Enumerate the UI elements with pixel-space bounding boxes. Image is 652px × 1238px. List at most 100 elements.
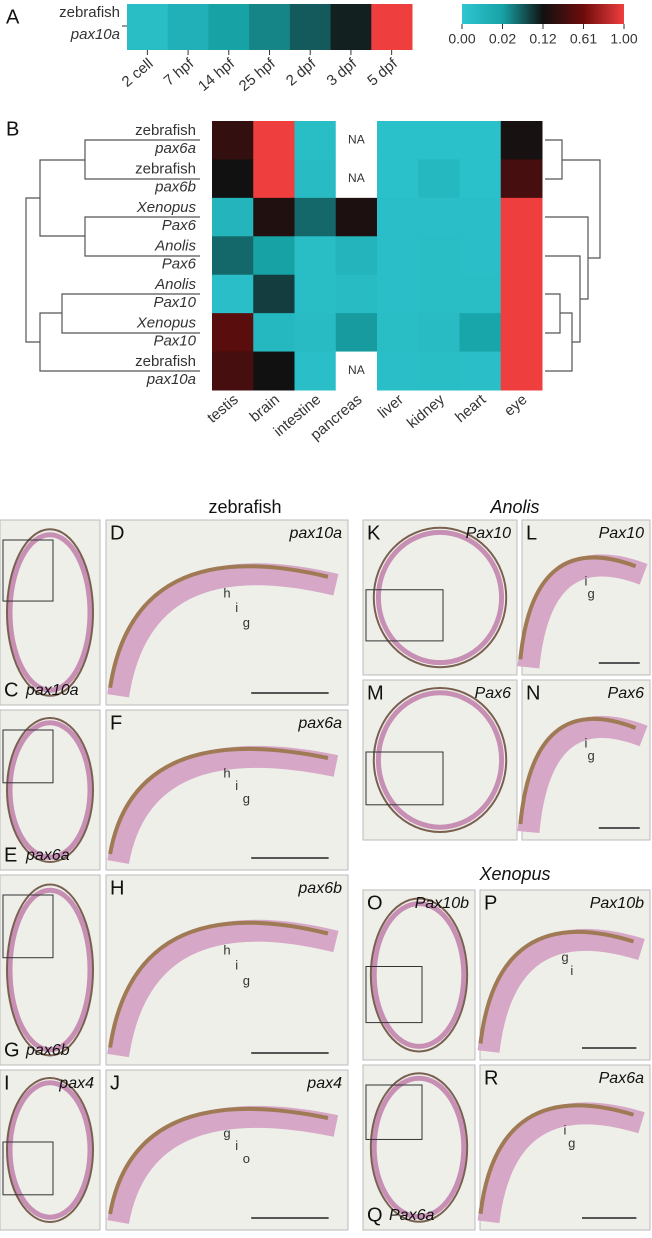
inset-box — [2, 1141, 54, 1196]
layer-label: g — [588, 748, 595, 763]
pigment-layer — [108, 920, 329, 1048]
heat-cell — [335, 197, 378, 237]
eye-outline — [371, 1075, 467, 1220]
heat-cell — [377, 197, 419, 237]
colorbar-tick-label: 0.12 — [529, 31, 556, 47]
heat-cell — [335, 236, 378, 276]
gene-label: pax6a — [25, 847, 70, 864]
heat-cell — [208, 4, 250, 50]
eye-rim — [6, 717, 94, 863]
heat-cell — [253, 351, 295, 391]
heat-cell — [249, 4, 291, 50]
heat-cell — [212, 121, 254, 160]
retina-layer — [517, 554, 648, 669]
row-label: Anolis — [154, 276, 196, 293]
retina-layer — [107, 1105, 339, 1225]
heat-cell — [377, 274, 419, 314]
eye-rim — [372, 526, 508, 669]
pigment-layer — [108, 1106, 329, 1215]
micrograph: K Pax10 — [362, 519, 518, 676]
gene-label: Pax6a — [389, 1207, 434, 1224]
panel-letter: R — [484, 1067, 498, 1089]
col-label: 3 dpf — [324, 55, 361, 90]
section-heading: Xenopus — [478, 864, 550, 884]
panel-letter: Q — [367, 1204, 383, 1226]
inset-box — [2, 729, 54, 784]
heat-cell — [253, 313, 295, 353]
heat-cell — [253, 236, 295, 276]
gene-label: Pax10b — [415, 895, 469, 912]
micrograph-bg — [0, 519, 101, 706]
heat-cell — [418, 313, 460, 353]
col-label: heart — [452, 391, 490, 427]
col-label: 2 cell — [119, 55, 157, 91]
panel-letter: G — [4, 1039, 20, 1061]
heat-cell — [418, 121, 460, 160]
heat-cell — [127, 4, 169, 50]
row-label: zebrafish — [135, 161, 196, 178]
heat-cell — [212, 197, 254, 237]
row-label: pax10a — [146, 371, 196, 388]
heat-cell — [500, 313, 543, 353]
na-cell — [335, 351, 378, 391]
eye-rim — [372, 687, 508, 833]
heat-cell — [212, 313, 254, 353]
eye-outline — [371, 901, 467, 1049]
heat-cell — [294, 197, 337, 237]
panel-letter: C — [4, 679, 18, 701]
gene-label: Pax10b — [590, 895, 644, 912]
layer-label: i — [235, 958, 238, 973]
micrograph-bg — [362, 519, 518, 676]
na-label: NA — [348, 132, 365, 146]
heat-cell — [459, 313, 502, 353]
micrograph: gio J pax4 — [105, 1069, 349, 1231]
micrograph: hig F pax6a — [105, 709, 349, 871]
layer-label: g — [243, 791, 250, 806]
col-label: 5 dpf — [364, 55, 401, 90]
row-label: zebrafish — [135, 122, 196, 139]
panel-letter: K — [367, 522, 381, 544]
micrograph: hig H pax6b — [105, 874, 349, 1066]
layer-label: h — [223, 585, 230, 600]
row-label: Pax6 — [162, 255, 197, 272]
row-label: Xenopus — [136, 314, 197, 331]
layer-label: i — [585, 573, 588, 588]
retina-layer — [107, 563, 339, 698]
layer-label: o — [243, 1151, 250, 1166]
inset-box — [365, 1084, 423, 1140]
heat-cell — [289, 4, 332, 50]
heat-cell — [253, 197, 295, 237]
panel-letter: D — [110, 522, 124, 544]
left-dendrogram — [25, 139, 200, 372]
heat-cell — [459, 159, 502, 199]
heat-cell — [500, 274, 543, 314]
heat-cell — [500, 121, 543, 160]
panel-letter: N — [526, 682, 540, 704]
gene-label: Pax6 — [475, 685, 512, 702]
micrograph: ig L Pax10 — [517, 519, 651, 676]
row-label: Xenopus — [136, 199, 197, 216]
layer-label: i — [570, 963, 573, 978]
heat-cell — [330, 4, 372, 50]
heat-cell — [294, 274, 337, 314]
inset-box — [365, 589, 444, 642]
heat-cell — [253, 159, 295, 199]
layer-label: g — [588, 586, 595, 601]
heat-cell — [459, 121, 502, 160]
heat-cell — [418, 197, 460, 237]
pigment-layer — [478, 929, 635, 1044]
eye-outline — [375, 690, 505, 830]
col-label: 7 hpf — [161, 55, 198, 90]
layer-label: i — [235, 600, 238, 615]
section-heading: zebrafish — [208, 497, 281, 517]
heat-cell — [418, 274, 460, 314]
gene-label: pax10a — [289, 525, 343, 542]
eye-outline — [7, 887, 93, 1053]
gene-label: pax6b — [25, 1042, 70, 1059]
inset-box — [2, 894, 54, 959]
panel-letter: I — [4, 1072, 10, 1094]
retina-layer — [107, 745, 339, 865]
layer-label: i — [585, 735, 588, 750]
